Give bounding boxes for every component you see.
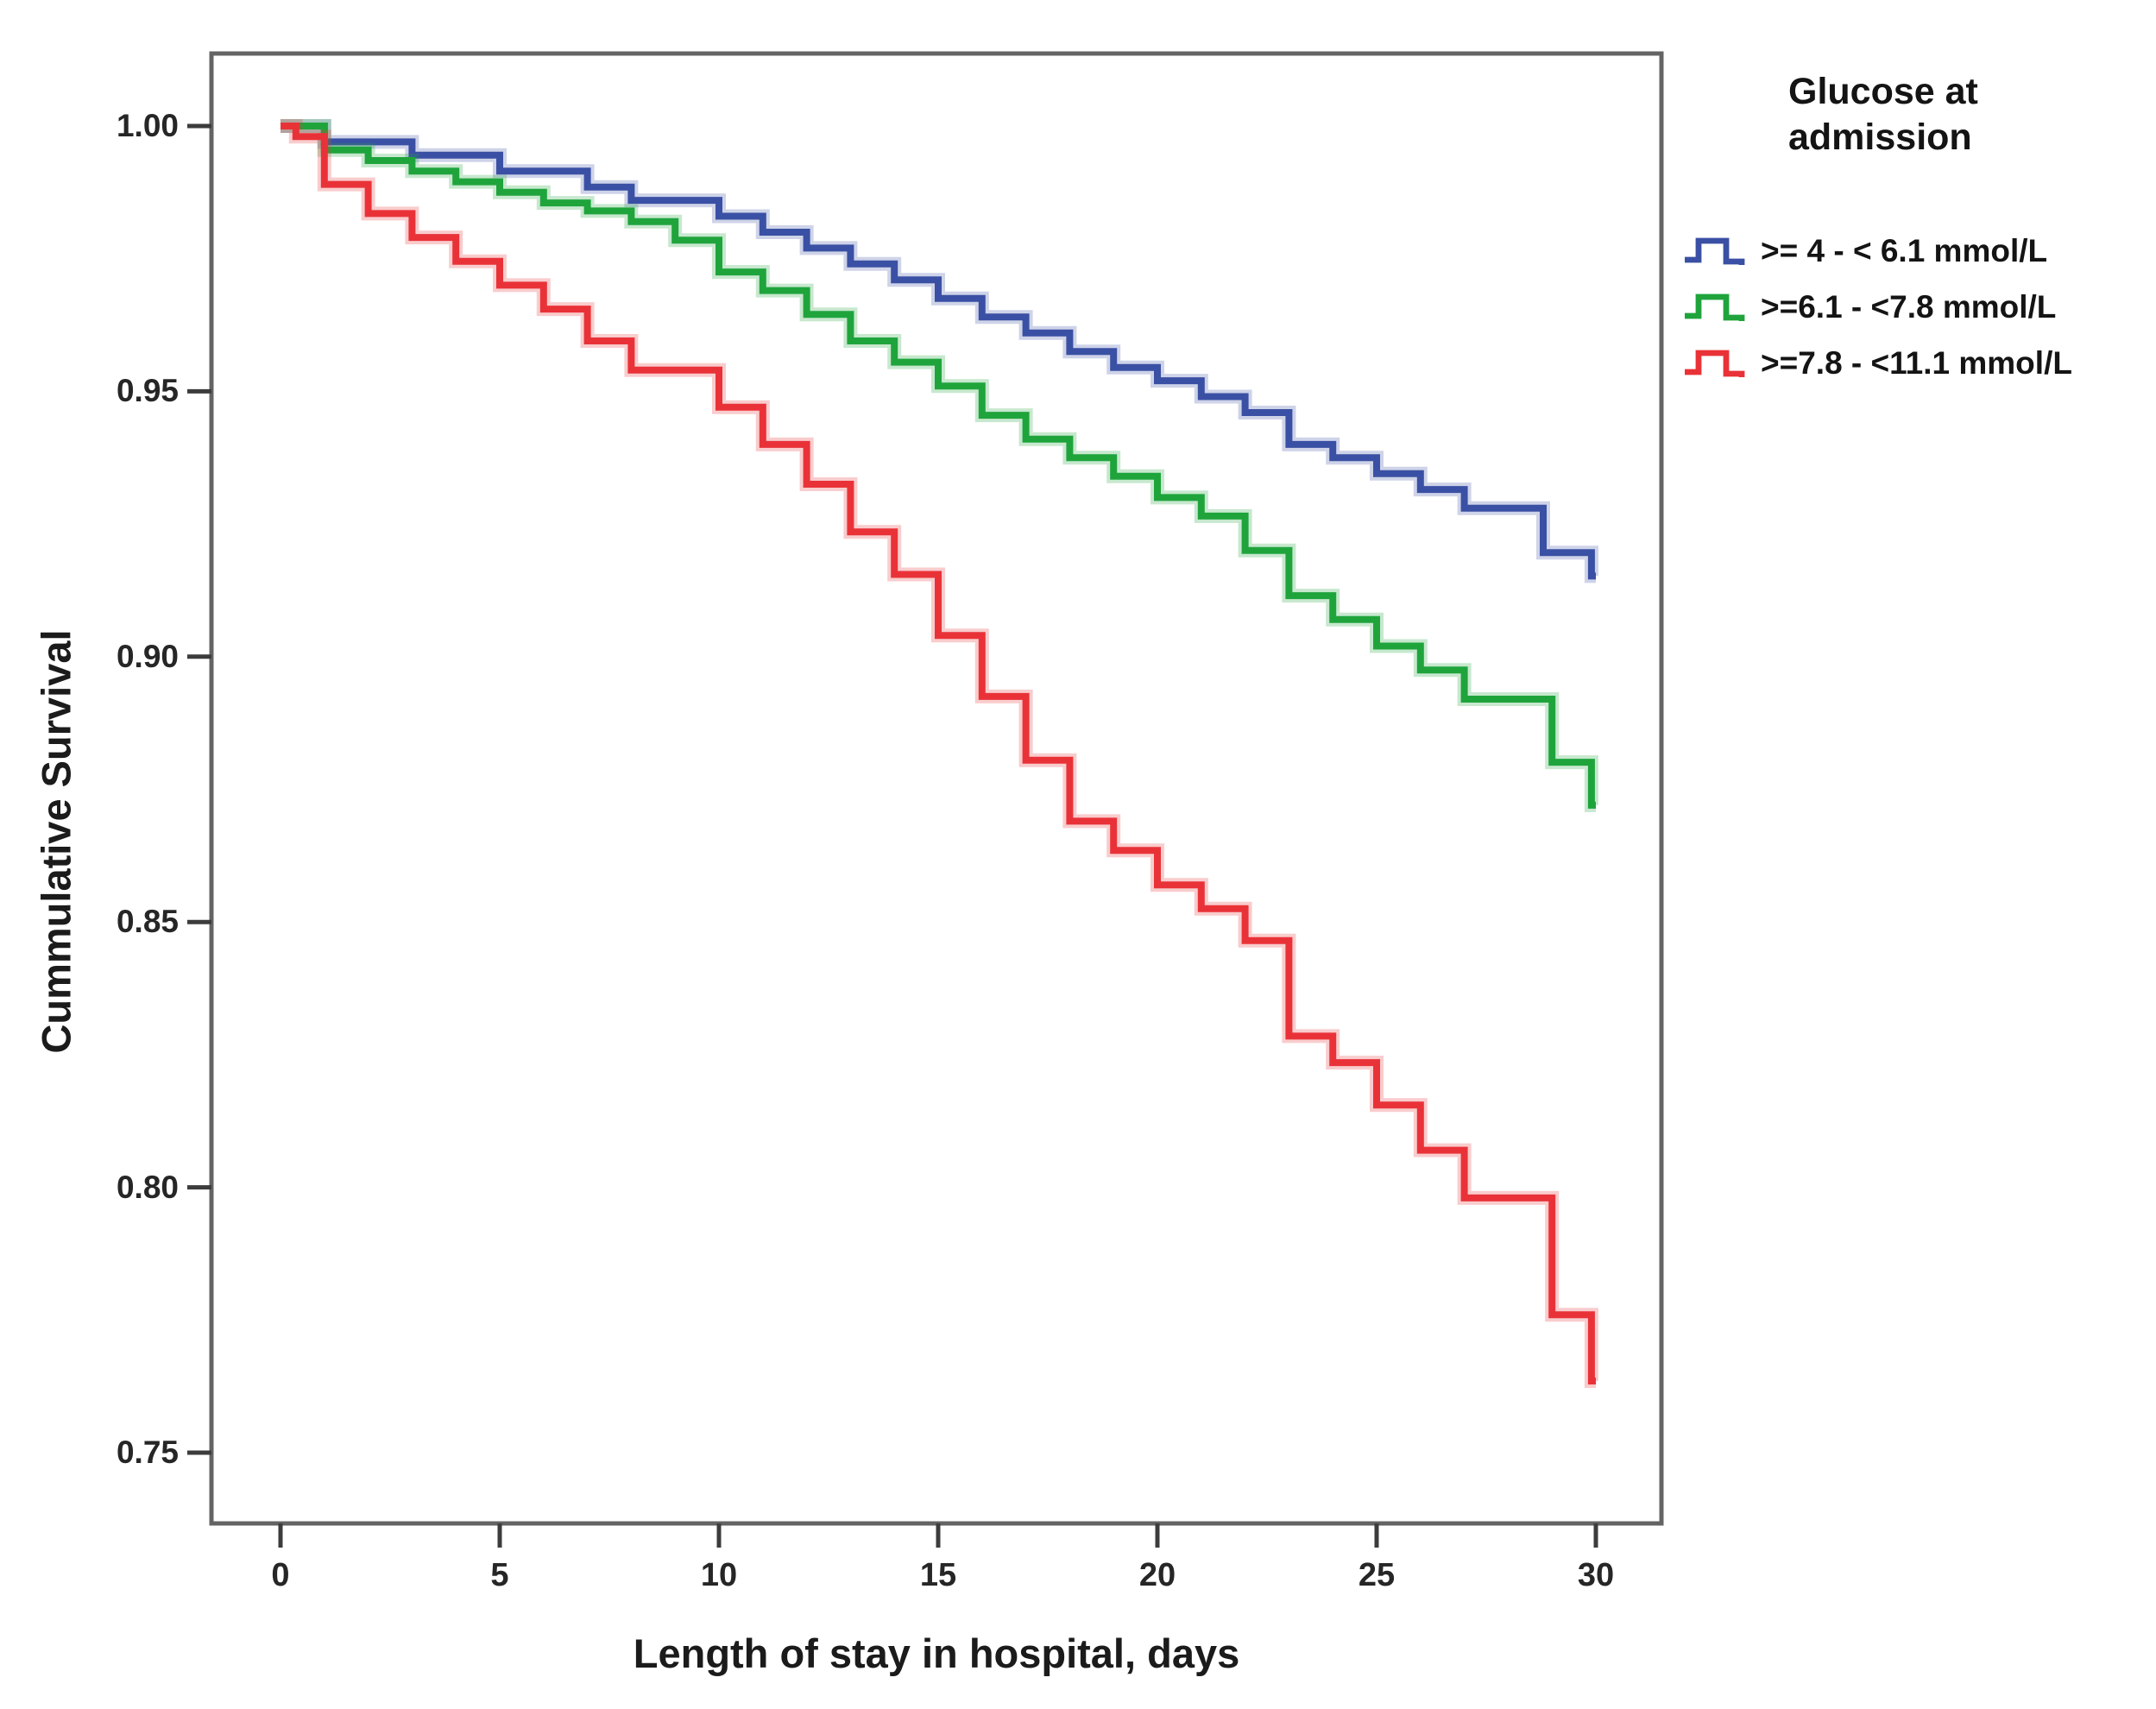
y-tick-label: 0.75 — [116, 1435, 179, 1470]
legend-entry: >= 4 - < 6.1 mmol/L — [1683, 223, 2149, 279]
x-tick-label: 0 — [271, 1557, 290, 1593]
y-tick-label: 0.95 — [116, 373, 179, 409]
survival-curve — [281, 123, 1596, 580]
legend-title: Glucose at admission — [1788, 69, 1978, 161]
x-tick-label: 25 — [1358, 1557, 1396, 1593]
survival-curve — [281, 123, 1596, 809]
legend-key-step-icon — [1685, 293, 1745, 321]
legend-title-line: admission — [1788, 117, 1972, 158]
legend-key-line — [1685, 237, 1745, 265]
x-tick-label: 5 — [490, 1557, 509, 1593]
x-axis-title: Length of stay in hospital, days — [633, 1630, 1240, 1676]
y-tick-label: 1.00 — [116, 108, 179, 143]
legend-key-step-icon — [1685, 350, 1745, 377]
x-tick-label: 30 — [1577, 1557, 1615, 1593]
legend-entry-label: >=7.8 - <11.1 mmol/L — [1761, 344, 2072, 381]
y-tick-label: 0.85 — [116, 904, 179, 940]
legend-title-line: Glucose at — [1788, 71, 1978, 112]
legend-entry-label: >=6.1 - <7.8 mmol/L — [1761, 288, 2057, 325]
survival-curve-halo — [281, 119, 1598, 583]
legend-entry-label: >= 4 - < 6.1 mmol/L — [1761, 232, 2048, 268]
survival-curve-halo — [281, 119, 1598, 1388]
y-axis-title: Cummulative Survival — [33, 629, 79, 1054]
x-tick-label: 15 — [919, 1557, 957, 1593]
survival-curve — [281, 123, 1596, 1384]
legend-entry: >=6.1 - <7.8 mmol/L — [1683, 279, 2149, 335]
legend-key-line — [1685, 350, 1745, 377]
legend-entry: >=7.8 - <11.1 mmol/L — [1683, 335, 2149, 391]
survival-curve-halo — [281, 119, 1598, 812]
y-tick-label: 0.90 — [116, 638, 179, 674]
x-tick-label: 20 — [1138, 1557, 1176, 1593]
legend-key-step-icon — [1685, 237, 1745, 265]
legend-key-line — [1685, 293, 1745, 321]
y-tick-label: 0.80 — [116, 1169, 179, 1205]
x-tick-label: 10 — [700, 1557, 738, 1593]
legend-entries: >= 4 - < 6.1 mmol/L >=6.1 - <7.8 mmol/L >=… — [1683, 223, 2149, 391]
